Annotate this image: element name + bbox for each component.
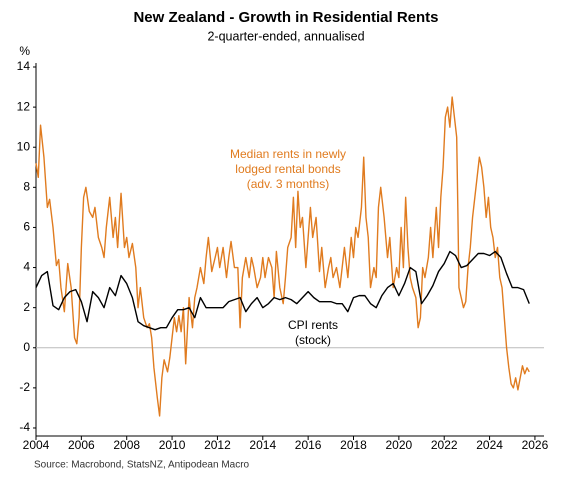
y-tick-label: 12 [17, 99, 31, 113]
x-tick-label: 2018 [340, 438, 367, 452]
y-tick-label: 4 [23, 260, 30, 274]
x-tick-label: 2022 [431, 438, 458, 452]
y-tick-label: -4 [19, 420, 30, 434]
series-label: Median rents in newly [230, 147, 346, 161]
x-tick-label: 2008 [113, 438, 140, 452]
x-tick-label: 2014 [249, 438, 276, 452]
series-line [35, 96, 530, 417]
x-tick-label: 2006 [68, 438, 95, 452]
x-tick-label: 2004 [23, 438, 50, 452]
series-line [35, 250, 530, 331]
chart-title: New Zealand - Growth in Residential Rent… [133, 9, 438, 26]
y-tick-label: 6 [23, 220, 30, 234]
x-tick-label: 2010 [159, 438, 186, 452]
x-tick-label: 2020 [386, 438, 413, 452]
chart-subtitle: 2-quarter-ended, annualised [207, 29, 364, 43]
y-tick-label: 10 [17, 139, 31, 153]
y-tick-label: 8 [23, 180, 30, 194]
y-tick-label: 14 [17, 59, 31, 73]
y-tick-label: -2 [19, 380, 30, 394]
series-label: (adv. 3 months) [247, 177, 329, 191]
x-tick-label: 2024 [476, 438, 503, 452]
y-tick-label: 2 [23, 300, 30, 314]
x-tick-label: 2016 [295, 438, 322, 452]
series-label: (stock) [295, 333, 331, 347]
x-tick-label: 2026 [522, 438, 549, 452]
x-tick-label: 2012 [204, 438, 231, 452]
series-label: lodged rental bonds [235, 162, 340, 176]
series-label: CPI rents [288, 318, 338, 332]
source: Source: Macrobond, StatsNZ, Antipodean M… [34, 460, 250, 471]
y-tick-label: 0 [23, 340, 30, 354]
y-unit: % [19, 44, 30, 58]
